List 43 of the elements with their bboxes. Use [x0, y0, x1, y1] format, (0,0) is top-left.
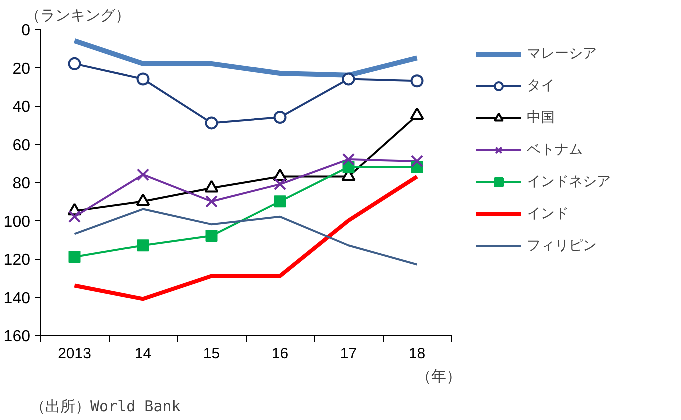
- y-tick-label: 20: [12, 60, 31, 78]
- point: [274, 110, 287, 124]
- point: [205, 116, 218, 130]
- legend-label: 中国: [527, 109, 555, 127]
- y-tick-label: 60: [12, 137, 31, 154]
- x-tick-label: 14: [134, 346, 152, 362]
- y-tick-label: 120: [4, 252, 31, 269]
- y-tick-label: 0: [22, 22, 31, 40]
- point: [274, 178, 287, 191]
- y-tick-label: 80: [12, 176, 31, 192]
- x-axis-title: （年）: [416, 368, 462, 386]
- legend-label: フィリピン: [527, 237, 597, 255]
- legend-label: タイ: [527, 77, 555, 95]
- point: [68, 251, 81, 264]
- line-series: [72, 174, 420, 302]
- point: [274, 196, 286, 208]
- point: [410, 74, 424, 88]
- x-tick-label: 18: [408, 346, 426, 362]
- legend-label: インドネシア: [527, 173, 611, 191]
- point: [136, 168, 150, 182]
- point: [136, 72, 150, 86]
- y-tick-label: 40: [12, 99, 31, 116]
- point: [410, 155, 424, 168]
- x-tick-label: 17: [340, 346, 358, 362]
- y-tick-label: 140: [4, 290, 31, 308]
- text: （出所）World Bank: [30, 398, 181, 416]
- y-tick-label: 160: [4, 328, 31, 346]
- x-tick-label: 2013: [58, 346, 92, 362]
- legend-label: ベトナム: [527, 141, 583, 159]
- point: [137, 240, 150, 252]
- y-tick-label: 100: [4, 214, 31, 231]
- point: [205, 195, 218, 208]
- x-tick-label: 15: [203, 346, 220, 362]
- point: [206, 230, 218, 242]
- point: [68, 210, 82, 224]
- y-axis-title: （ランキング）: [26, 8, 130, 24]
- x-tick-label: 16: [272, 346, 289, 362]
- line-series: [74, 208, 418, 266]
- point: [342, 153, 356, 166]
- legend-label: インド: [527, 205, 569, 223]
- point: [68, 57, 82, 70]
- legend-label: マレーシア: [527, 45, 597, 63]
- point: [342, 72, 356, 86]
